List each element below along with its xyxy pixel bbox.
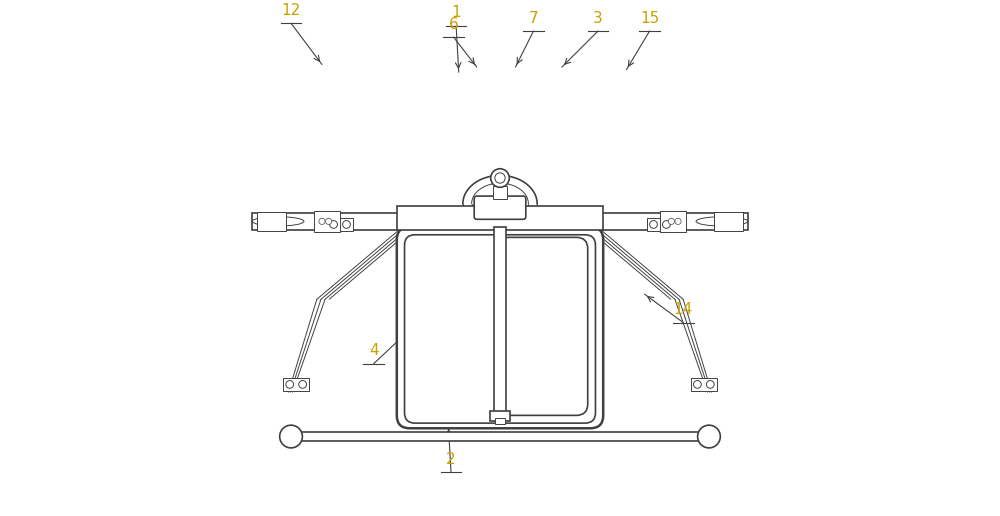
Bar <box>714 212 743 231</box>
Bar <box>327 218 353 231</box>
Circle shape <box>330 221 337 229</box>
Circle shape <box>491 169 509 187</box>
Circle shape <box>326 218 332 224</box>
Circle shape <box>280 425 302 448</box>
Circle shape <box>650 221 657 229</box>
Text: 3: 3 <box>593 10 603 26</box>
Circle shape <box>286 381 294 388</box>
Bar <box>691 378 717 391</box>
Text: 12: 12 <box>281 3 301 18</box>
Bar <box>257 212 286 231</box>
Text: 1: 1 <box>451 5 461 21</box>
Bar <box>562 213 748 230</box>
Bar <box>647 218 673 231</box>
Ellipse shape <box>252 217 304 226</box>
FancyBboxPatch shape <box>497 237 588 415</box>
Bar <box>490 411 510 421</box>
Circle shape <box>668 218 674 224</box>
Text: 14: 14 <box>674 302 693 317</box>
FancyBboxPatch shape <box>474 196 526 219</box>
Ellipse shape <box>696 217 748 226</box>
Text: 6: 6 <box>449 17 458 32</box>
Text: 15: 15 <box>640 10 659 26</box>
Bar <box>397 206 603 230</box>
FancyBboxPatch shape <box>405 235 595 423</box>
Circle shape <box>495 173 505 183</box>
Bar <box>494 227 506 413</box>
Bar <box>252 213 438 230</box>
Circle shape <box>343 221 350 229</box>
Circle shape <box>706 381 714 388</box>
Bar <box>660 211 686 232</box>
FancyBboxPatch shape <box>397 227 603 428</box>
Circle shape <box>694 381 701 388</box>
Text: 2: 2 <box>446 452 456 467</box>
Text: 7: 7 <box>529 10 538 26</box>
Bar <box>314 211 340 232</box>
Text: 4: 4 <box>369 343 378 359</box>
Circle shape <box>675 218 681 224</box>
Bar <box>495 418 505 424</box>
Bar <box>288 432 712 441</box>
Circle shape <box>663 221 670 229</box>
Circle shape <box>698 425 720 448</box>
Bar <box>283 378 309 391</box>
Circle shape <box>299 381 306 388</box>
Circle shape <box>319 218 325 224</box>
Bar <box>493 186 507 199</box>
